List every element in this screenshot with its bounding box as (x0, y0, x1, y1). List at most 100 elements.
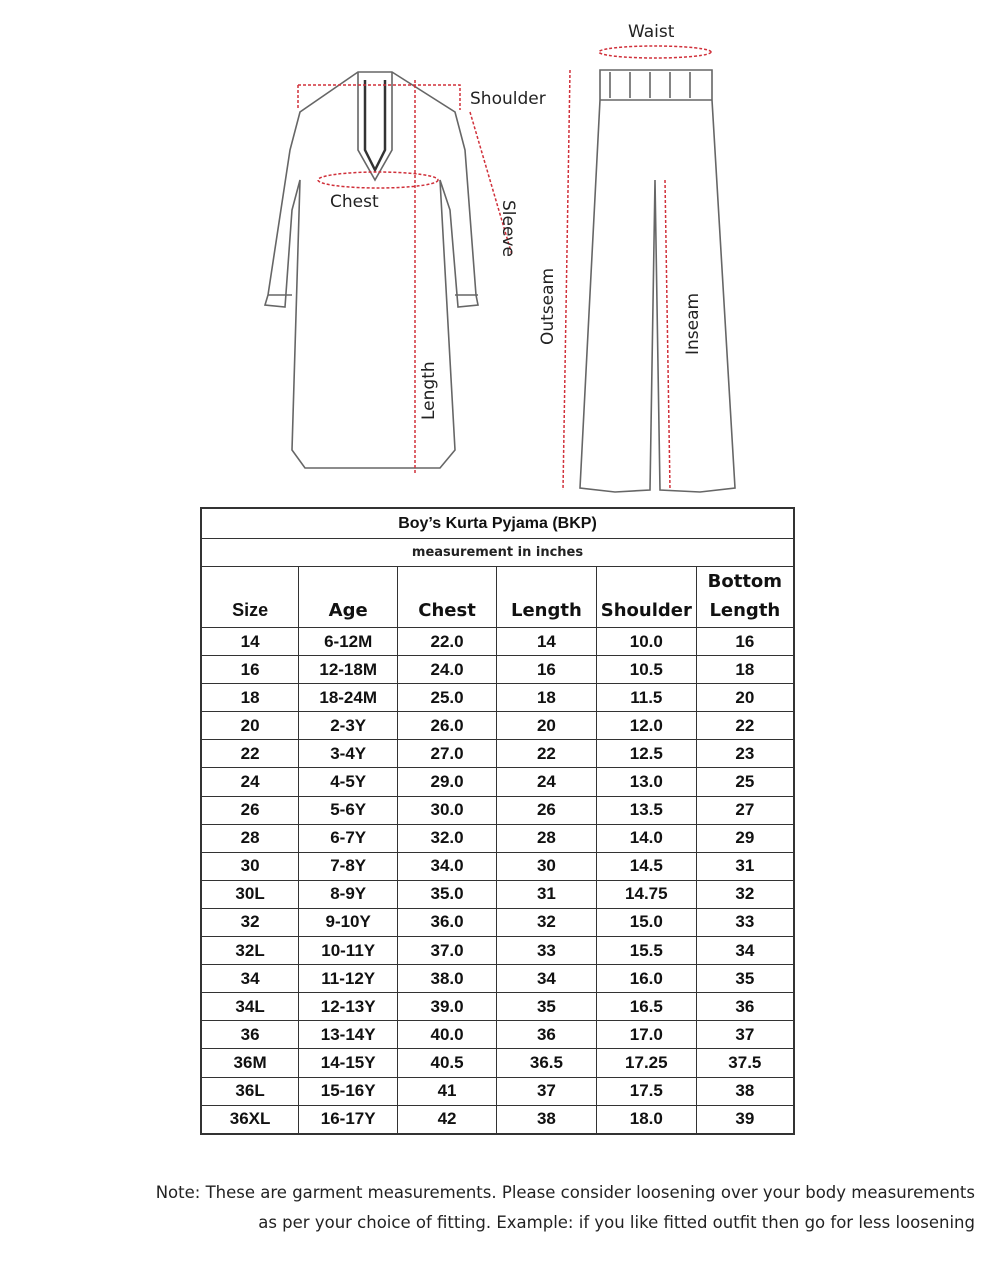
cell-chest: 40.5 (397, 1048, 497, 1078)
cell-length: 31 (495, 879, 597, 909)
cell-shoulder: 15.5 (595, 936, 697, 966)
cell-length: 36.5 (495, 1048, 597, 1078)
cell-bottom-length: 34 (695, 936, 795, 966)
fitting-note: Note: These are garment measurements. Pl… (8, 1178, 975, 1238)
cell-chest: 42 (397, 1104, 497, 1135)
cell-length: 28 (495, 823, 597, 853)
cell-size: 26 (200, 795, 300, 825)
cell-shoulder: 14.5 (595, 851, 697, 881)
table-row: 32L 10-11Y 37.0 33 15.5 34 (200, 936, 795, 966)
cell-age: 5-6Y (298, 795, 399, 825)
cell-shoulder: 13.0 (595, 767, 697, 797)
cell-length: 18 (495, 683, 597, 713)
cell-length: 24 (495, 767, 597, 797)
cell-age: 14-15Y (298, 1048, 399, 1078)
cell-shoulder: 11.5 (595, 683, 697, 713)
cell-size: 34L (200, 992, 300, 1022)
cell-age: 12-13Y (298, 992, 399, 1022)
table-row: 36 13-14Y 40.0 36 17.0 37 (200, 1020, 795, 1050)
cell-bottom-length: 37.5 (695, 1048, 795, 1078)
table-row: 34L 12-13Y 39.0 35 16.5 36 (200, 992, 795, 1022)
cell-chest: 38.0 (397, 964, 497, 994)
table-row: 24 4-5Y 29.0 24 13.0 25 (200, 767, 795, 797)
cell-bottom-length: 23 (695, 739, 795, 769)
cell-size: 32L (200, 936, 300, 966)
cell-size: 24 (200, 767, 300, 797)
cell-chest: 39.0 (397, 992, 497, 1022)
cell-length: 16 (495, 655, 597, 685)
table-row: 14 6-12M 22.0 14 10.0 16 (200, 626, 795, 657)
cell-bottom-length: 39 (695, 1104, 795, 1135)
cell-size: 36 (200, 1020, 300, 1050)
cell-bottom-length: 25 (695, 767, 795, 797)
cell-length: 37 (495, 1076, 597, 1106)
cell-size: 22 (200, 739, 300, 769)
cell-size: 36L (200, 1076, 300, 1106)
outseam-label: Outseam (538, 268, 558, 345)
cell-shoulder: 10.5 (595, 655, 697, 685)
table-row: 30L 8-9Y 35.0 31 14.75 32 (200, 879, 795, 909)
cell-age: 6-7Y (298, 823, 399, 853)
cell-length: 32 (495, 907, 597, 938)
cell-chest: 24.0 (397, 655, 497, 685)
table-title: Boy’s Kurta Pyjama (BKP) (200, 507, 795, 539)
length-label: Length (419, 361, 439, 420)
cell-chest: 30.0 (397, 795, 497, 825)
cell-age: 8-9Y (298, 879, 399, 909)
cell-shoulder: 15.0 (595, 907, 697, 938)
cell-size: 20 (200, 711, 300, 741)
cell-length: 22 (495, 739, 597, 769)
cell-length: 26 (495, 795, 597, 825)
waist-label: Waist (628, 22, 675, 42)
header-length: Length (495, 566, 597, 628)
cell-size: 32 (200, 907, 300, 938)
cell-chest: 40.0 (397, 1020, 497, 1050)
table-row: 16 12-18M 24.0 16 10.5 18 (200, 655, 795, 685)
cell-length: 20 (495, 711, 597, 741)
table-row: 26 5-6Y 30.0 26 13.5 27 (200, 795, 795, 825)
cell-shoulder: 12.0 (595, 711, 697, 741)
cell-size: 18 (200, 683, 300, 713)
header-age: Age (298, 566, 399, 628)
cell-length: 38 (495, 1104, 597, 1135)
note-line-1: Note: These are garment measurements. Pl… (155, 1183, 975, 1202)
cell-bottom-length: 27 (695, 795, 795, 825)
cell-bottom-length: 36 (695, 992, 795, 1022)
cell-bottom-length: 29 (695, 823, 795, 853)
table-row: 22 3-4Y 27.0 22 12.5 23 (200, 739, 795, 769)
cell-chest: 29.0 (397, 767, 497, 797)
cell-age: 16-17Y (298, 1104, 399, 1135)
table-row: 36L 15-16Y 41 37 17.5 38 (200, 1076, 795, 1106)
table-row: 30 7-8Y 34.0 30 14.5 31 (200, 851, 795, 881)
cell-length: 36 (495, 1020, 597, 1050)
table-row: 36XL 16-17Y 42 38 18.0 39 (200, 1104, 795, 1135)
garment-diagram: Waist Shoulder Chest Sleeve Length Outse… (263, 22, 736, 493)
table-row: 20 2-3Y 26.0 20 12.0 22 (200, 711, 795, 741)
cell-age: 11-12Y (298, 964, 399, 994)
cell-bottom-length: 18 (695, 655, 795, 685)
cell-bottom-length: 38 (695, 1076, 795, 1106)
header-size: Size (200, 566, 300, 628)
cell-shoulder: 13.5 (595, 795, 697, 825)
table-row: 18 18-24M 25.0 18 11.5 20 (200, 683, 795, 713)
cell-size: 28 (200, 823, 300, 853)
cell-shoulder: 14.75 (595, 879, 697, 909)
cell-chest: 34.0 (397, 851, 497, 881)
cell-shoulder: 17.0 (595, 1020, 697, 1050)
cell-age: 2-3Y (298, 711, 399, 741)
header-row: Size Age Chest Length Shoulder Bottom Len… (200, 566, 795, 628)
cell-chest: 35.0 (397, 879, 497, 909)
cell-age: 18-24M (298, 683, 399, 713)
cell-length: 14 (495, 626, 597, 657)
cell-size: 30L (200, 879, 300, 909)
table-row: 32 9-10Y 36.0 32 15.0 33 (200, 907, 795, 938)
cell-age: 15-16Y (298, 1076, 399, 1106)
cell-shoulder: 17.25 (595, 1048, 697, 1078)
cell-shoulder: 18.0 (595, 1104, 697, 1135)
sleeve-label: Sleeve (498, 200, 518, 257)
cell-chest: 27.0 (397, 739, 497, 769)
cell-age: 7-8Y (298, 851, 399, 881)
cell-length: 33 (495, 936, 597, 966)
cell-shoulder: 12.5 (595, 739, 697, 769)
cell-length: 35 (495, 992, 597, 1022)
